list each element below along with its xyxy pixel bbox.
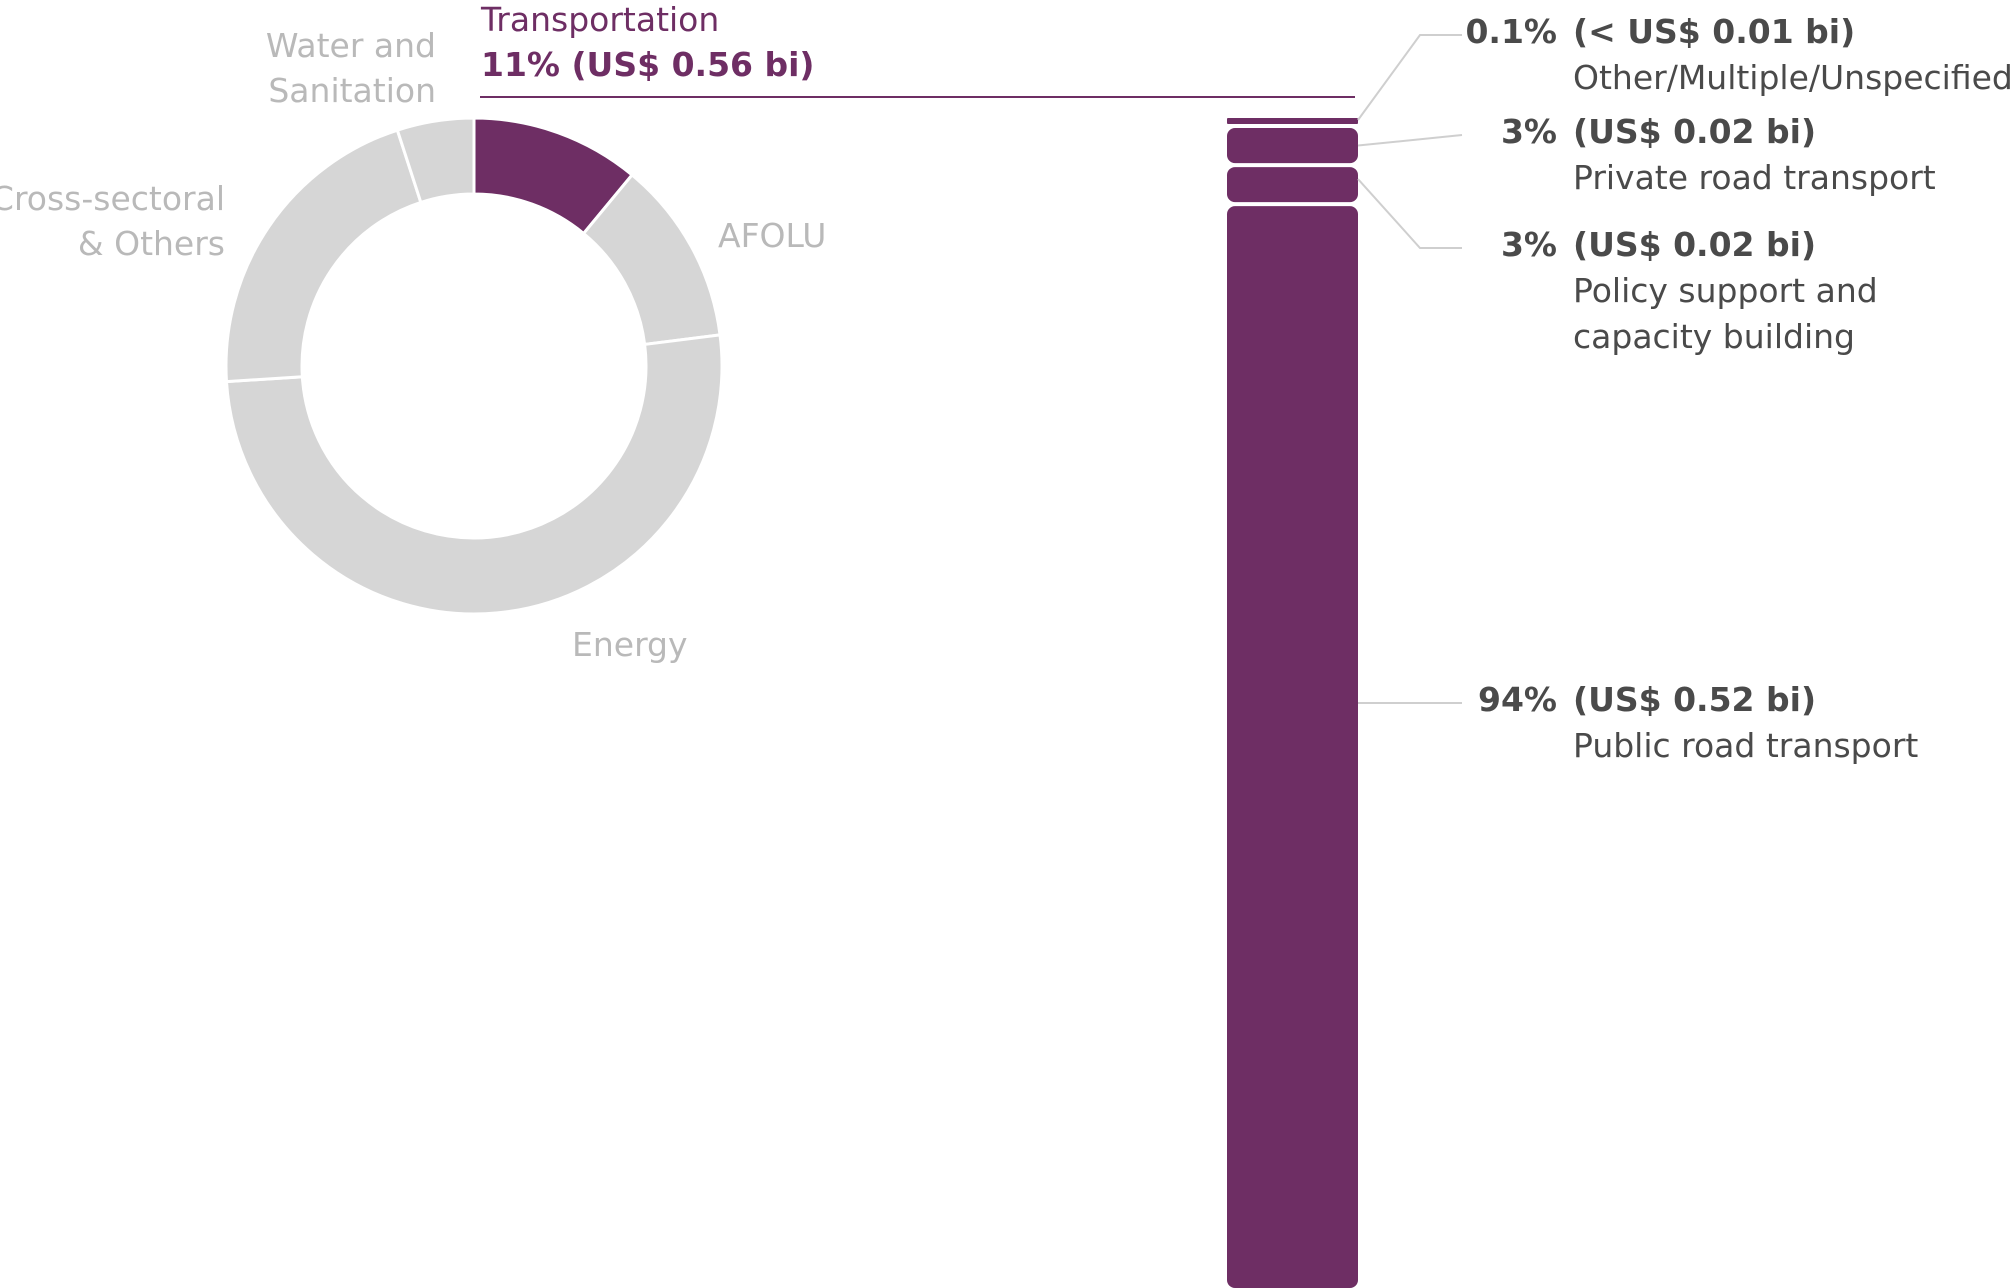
segment-name-other-multiple-unspecified: Other/Multiple/Unspecified	[1573, 58, 2013, 97]
highlight-sector-value: 11% (US$ 0.56 bi)	[481, 45, 815, 84]
bar-segment-private-road-transport	[1227, 128, 1358, 164]
sector-donut-chart	[224, 116, 724, 616]
donut-slice-water-and-sanitation	[395, 116, 476, 205]
bar-segment-policy-support-and-capacity-building	[1227, 167, 1358, 203]
donut-slice-cross-sectoral-others	[224, 128, 423, 384]
transport-segment-labels: 0.1% (< US$ 0.01 bi) Other/Multiple/Unspec…	[1357, 12, 2013, 765]
leader-line-private-road-transport	[1357, 134, 1463, 147]
highlight-sector-name: Transportation	[480, 0, 719, 39]
donut-label-afolu: AFOLU	[718, 216, 826, 255]
segment-percent-private-road-transport: 3%	[1501, 112, 1557, 151]
segment-name-policy-support-and-capacity-building: Policy support and capacity building	[1573, 271, 1878, 356]
donut-label-water-and-sanitation: Water and Sanitation	[266, 26, 436, 110]
segment-percent-other-multiple-unspecified: 0.1%	[1465, 12, 1557, 51]
bar-segment-other-multiple-unspecified	[1227, 118, 1358, 124]
leader-line-policy-support-and-capacity-building	[1357, 178, 1462, 249]
segment-amount-private-road-transport: (US$ 0.02 bi)	[1573, 112, 1816, 151]
segment-amount-other-multiple-unspecified: (< US$ 0.01 bi)	[1573, 12, 1855, 51]
segment-percent-policy-support-and-capacity-building: 3%	[1501, 225, 1557, 264]
donut-slice-energy	[224, 333, 724, 616]
segment-name-private-road-transport: Private road transport	[1573, 158, 1936, 197]
sector-donut-labels: Transportation 11% (US$ 0.56 bi) AFOLU Ener…	[0, 0, 826, 664]
segment-name-public-road-transport: Public road transport	[1573, 726, 1918, 765]
donut-label-cross-sectoral-others: Cross-sectoral & Others	[0, 179, 225, 263]
donut-label-energy: Energy	[572, 625, 688, 664]
transport-stacked-bar	[1227, 118, 1358, 1288]
segment-amount-public-road-transport: (US$ 0.52 bi)	[1573, 680, 1816, 719]
leader-line-other-multiple-unspecified	[1357, 34, 1462, 121]
segment-amount-policy-support-and-capacity-building: (US$ 0.02 bi)	[1573, 225, 1816, 264]
bar-segment-public-road-transport	[1227, 206, 1358, 1288]
segment-percent-public-road-transport: 94%	[1478, 680, 1557, 719]
